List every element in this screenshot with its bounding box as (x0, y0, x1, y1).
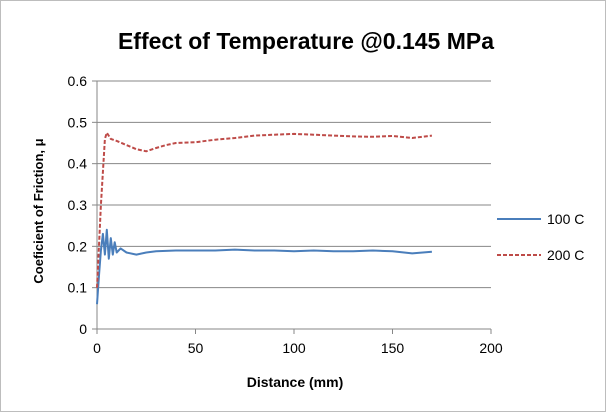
y-axis-label: Coeficient of Friction, μ (31, 138, 46, 283)
series-line-200-c (96, 131, 433, 288)
y-tick-label: 0.5 (68, 114, 88, 130)
y-tick-label: 0.6 (68, 73, 88, 89)
y-tick-label: 0.1 (68, 280, 88, 296)
y-tick-label: 0 (79, 321, 87, 337)
gridlines (97, 80, 491, 289)
x-tick-label: 0 (93, 340, 101, 356)
legend-label: 100 C (547, 211, 584, 227)
chart-title: Effect of Temperature @0.145 MPa (118, 28, 494, 54)
x-tick-label: 150 (381, 340, 405, 356)
legend-label: 200 C (547, 247, 584, 263)
x-tick-labels: 0 50 100 150 200 (93, 340, 503, 356)
x-tick-label: 100 (282, 340, 306, 356)
series-lines (96, 131, 433, 305)
x-tick-label: 50 (188, 340, 204, 356)
x-axis-label: Distance (mm) (247, 374, 343, 390)
y-tick-label: 0.3 (68, 197, 88, 213)
y-tick-label: 0.4 (68, 156, 88, 172)
series-line-100-c (96, 228, 432, 305)
x-tick-label: 200 (479, 340, 503, 356)
axes (92, 80, 492, 334)
y-tick-labels: 0 0.1 0.2 0.3 0.4 0.5 0.6 (68, 73, 88, 337)
legend: 100 C 200 C (497, 211, 584, 263)
y-tick-label: 0.2 (68, 238, 88, 254)
